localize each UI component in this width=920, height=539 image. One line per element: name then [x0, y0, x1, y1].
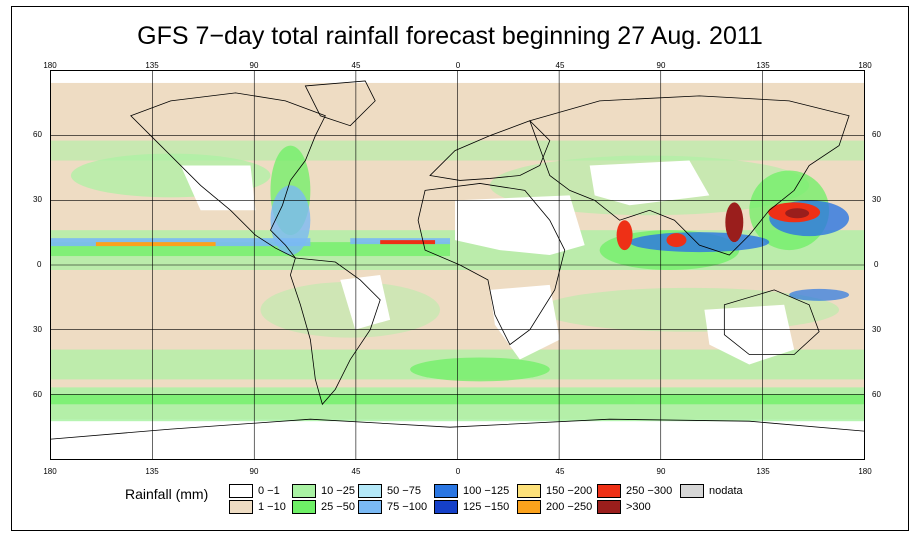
lat-tick-right-2: 0 — [874, 260, 879, 269]
heavy-rain-spots — [95, 202, 821, 251]
lon-tick-top-6: 90 — [656, 61, 666, 70]
lat-tick-right-1: 30 — [872, 195, 881, 204]
australia — [723, 289, 820, 355]
lon-tick-bottom-7: 135 — [756, 467, 770, 476]
lat-tick-left-1: 30 — [33, 195, 42, 204]
lat-tick-right-3: 30 — [872, 325, 881, 334]
lat-tick-left-3: 30 — [33, 325, 42, 334]
legend-swatch-10 — [597, 484, 621, 498]
legend-label-1: 1 −10 — [258, 501, 286, 513]
map-title: GFS 7−day total rainfall forecast beginn… — [137, 22, 763, 50]
legend-label-9: 200 −250 — [546, 501, 593, 513]
legend-title: Rainfall (mm) — [125, 486, 209, 502]
legend-label-10: 250 −300 — [626, 485, 673, 497]
graticule — [51, 71, 864, 459]
lon-tick-top-5: 45 — [555, 61, 565, 70]
legend-swatch-12 — [680, 484, 704, 498]
legend-swatch-4 — [358, 484, 382, 498]
lon-tick-top-2: 90 — [249, 61, 259, 70]
rainfall-map — [50, 70, 865, 460]
lat-tick-left-4: 60 — [33, 390, 42, 399]
north-america — [130, 92, 326, 259]
lon-tick-bottom-1: 135 — [145, 467, 159, 476]
legend-swatch-6 — [434, 484, 458, 498]
lon-tick-top-3: 45 — [351, 61, 361, 70]
lat-tick-left-0: 60 — [33, 130, 42, 139]
continent-outlines — [51, 80, 864, 440]
south-america — [289, 257, 381, 406]
europe — [429, 120, 551, 181]
legend-label-7: 125 −150 — [463, 501, 510, 513]
lon-tick-bottom-8: 180 — [858, 467, 872, 476]
legend-swatch-5 — [358, 500, 382, 514]
legend-label-5: 75 −100 — [387, 501, 428, 513]
dry-regions — [180, 160, 795, 365]
legend-label-11: >300 — [626, 501, 651, 513]
legend-swatch-11 — [597, 500, 621, 514]
lat-tick-left-2: 0 — [37, 260, 42, 269]
lon-tick-bottom-6: 90 — [656, 467, 666, 476]
africa — [417, 183, 566, 346]
antarctica — [51, 418, 864, 440]
legend-label-12: nodata — [709, 485, 743, 497]
legend-swatch-0 — [229, 484, 253, 498]
legend-label-4: 50 −75 — [387, 485, 421, 497]
lon-tick-top-4: 0 — [455, 61, 461, 70]
legend-label-2: 10 −25 — [321, 485, 355, 497]
lat-tick-right-4: 60 — [872, 390, 881, 399]
lon-tick-bottom-5: 45 — [555, 467, 565, 476]
lon-tick-bottom-0: 180 — [43, 467, 57, 476]
lon-tick-top-8: 180 — [858, 61, 872, 70]
legend-swatch-9 — [517, 500, 541, 514]
legend-label-0: 0 −1 — [258, 485, 280, 497]
legend-swatch-2 — [292, 484, 316, 498]
legend-label-6: 100 −125 — [463, 485, 510, 497]
lon-tick-bottom-4: 0 — [455, 467, 461, 476]
legend-label-3: 25 −50 — [321, 501, 355, 513]
legend-swatch-3 — [292, 500, 316, 514]
lon-tick-bottom-2: 90 — [249, 467, 259, 476]
legend-swatch-1 — [229, 500, 253, 514]
lon-tick-top-1: 135 — [145, 61, 159, 70]
legend-swatch-8 — [517, 484, 541, 498]
lon-tick-bottom-3: 45 — [351, 467, 361, 476]
rainfall-map-svg — [51, 71, 864, 459]
greenland — [304, 80, 376, 127]
lon-tick-top-0: 180 — [43, 61, 57, 70]
lat-tick-right-0: 60 — [872, 130, 881, 139]
legend-swatch-7 — [434, 500, 458, 514]
legend-label-8: 150 −200 — [546, 485, 593, 497]
lon-tick-top-7: 135 — [756, 61, 770, 70]
